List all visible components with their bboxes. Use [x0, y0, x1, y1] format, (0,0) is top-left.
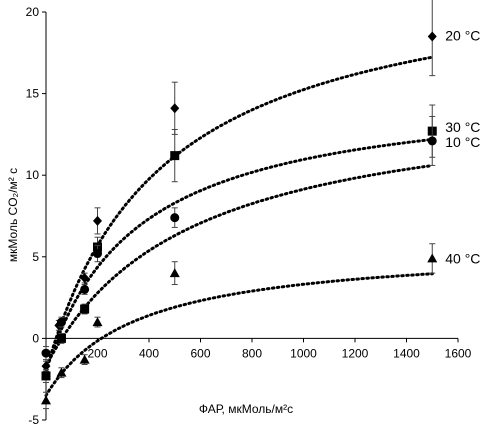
fit-curve	[44, 55, 434, 373]
data-point-diamond	[80, 273, 90, 284]
data-point-square	[170, 151, 180, 161]
series-label: 30 °C	[445, 119, 480, 135]
data-point-circle	[170, 213, 180, 223]
data-point-diamond	[170, 103, 180, 114]
data-point-circle	[41, 348, 51, 358]
data-point-diamond	[41, 361, 51, 372]
fit-curves	[44, 55, 434, 397]
y-tick-label: 10	[26, 168, 40, 182]
y-tick-label: 15	[26, 87, 40, 101]
data-point-circle	[80, 284, 90, 294]
x-tick-label: 1600	[445, 346, 472, 360]
y-tick-label: -5	[28, 413, 39, 427]
data-point-triangle	[41, 395, 51, 405]
y-axis-label: мкМоль CO₂/м² с	[6, 168, 20, 262]
axes: -50510152002004006008001000120014001600	[26, 5, 472, 427]
data-point-circle	[56, 317, 66, 327]
data-point-square	[56, 333, 66, 343]
x-axis-label: ФАР, мкМоль/м²с	[199, 402, 293, 416]
fit-curve	[44, 138, 434, 373]
data-point-triangle	[56, 367, 67, 377]
x-tick-label: 1200	[342, 346, 369, 360]
data-point-square	[80, 304, 90, 314]
x-tick-label: 600	[190, 346, 210, 360]
fit-curve	[44, 272, 434, 397]
x-tick-label: 400	[139, 346, 159, 360]
y-tick-label: 0	[32, 331, 39, 345]
data-point-circle	[93, 249, 102, 259]
data-point-triangle	[92, 317, 103, 327]
data-point-triangle	[79, 354, 90, 364]
x-tick-label: 1400	[393, 346, 420, 360]
data-points	[41, 0, 438, 410]
data-point-diamond	[93, 215, 102, 226]
fit-curve	[44, 164, 434, 368]
series-label: 20 °C	[445, 27, 480, 43]
data-point-triangle	[169, 268, 180, 278]
x-tick-label: 800	[242, 346, 262, 360]
data-point-circle	[427, 136, 437, 146]
x-tick-label: 1000	[290, 346, 317, 360]
data-point-diamond	[427, 31, 437, 42]
series-labels: 20 °C 30 °C10 °C 40 °C	[445, 27, 480, 266]
series-label: 10 °C	[445, 134, 480, 150]
x-tick-label: 200	[87, 346, 107, 360]
data-point-square	[41, 371, 51, 381]
data-point-triangle	[427, 253, 438, 263]
y-tick-label: 5	[32, 250, 39, 264]
series-label: 40 °C	[445, 250, 480, 266]
y-tick-label: 20	[26, 5, 40, 19]
